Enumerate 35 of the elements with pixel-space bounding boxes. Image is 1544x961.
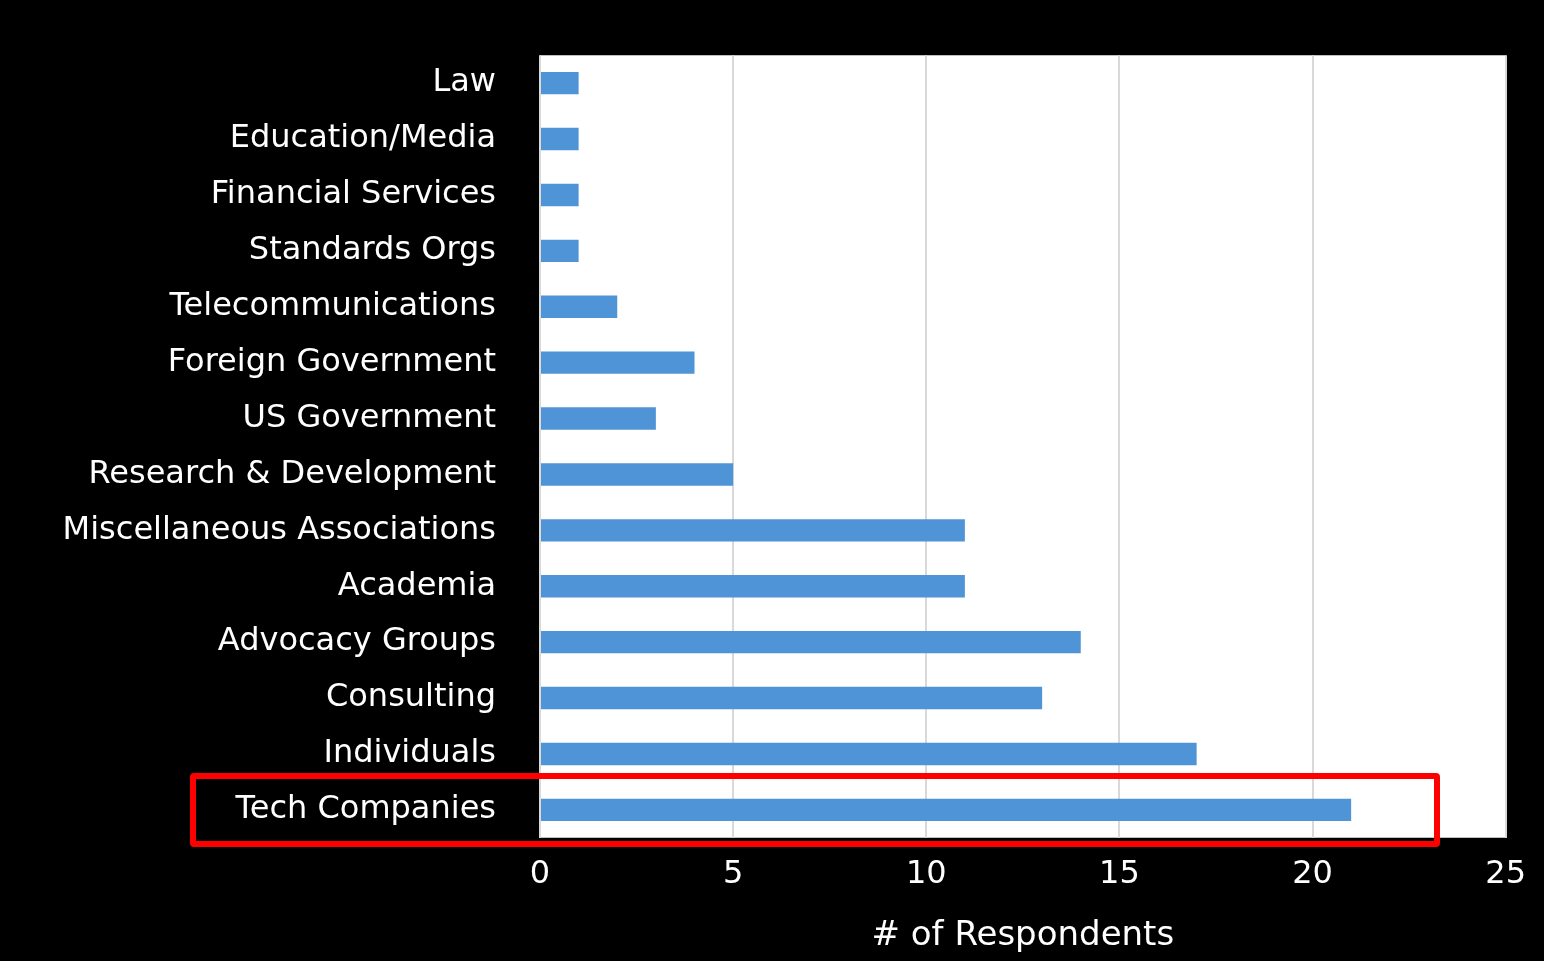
bar: [541, 519, 965, 542]
y-tick-label: Individuals: [323, 732, 496, 771]
bar: [541, 742, 1197, 766]
y-tick-label: Telecommunications: [168, 285, 496, 324]
y-tick-label: Advocacy Groups: [217, 620, 496, 659]
bar: [541, 798, 1352, 822]
y-tick-label: Standards Orgs: [248, 229, 496, 268]
bar: [541, 183, 579, 207]
x-tick-label: 20: [1292, 853, 1333, 892]
y-tick-label: Financial Services: [210, 173, 496, 212]
y-tick-label: Miscellaneous Associations: [62, 508, 496, 547]
bar: [541, 127, 579, 151]
x-tick-label: 0: [529, 853, 551, 892]
bar: [541, 463, 734, 486]
y-tick-label: Tech Companies: [234, 788, 496, 827]
y-tick-label: Foreign Government: [167, 340, 496, 379]
bar: [541, 71, 579, 95]
y-tick-label: US Government: [242, 396, 496, 435]
y-tick-label: Law: [432, 61, 496, 100]
x-tick-label: 5: [722, 853, 744, 892]
bar: [541, 351, 695, 374]
y-tick-label: Consulting: [325, 676, 496, 715]
x-tick-label: 25: [1485, 853, 1526, 892]
y-tick-label: Research & Development: [88, 452, 496, 491]
bar: [541, 630, 1081, 654]
x-tick-label: 15: [1099, 853, 1140, 892]
bar: [541, 407, 656, 430]
bar: [541, 295, 618, 318]
bar: [541, 239, 579, 263]
x-axis-title: # of Respondents: [871, 913, 1175, 954]
x-tick-label: 10: [905, 853, 947, 892]
bar: [541, 686, 1043, 710]
y-tick-label: Education/Media: [229, 117, 496, 156]
y-tick-label: Academia: [337, 564, 496, 603]
bar: [541, 575, 965, 598]
